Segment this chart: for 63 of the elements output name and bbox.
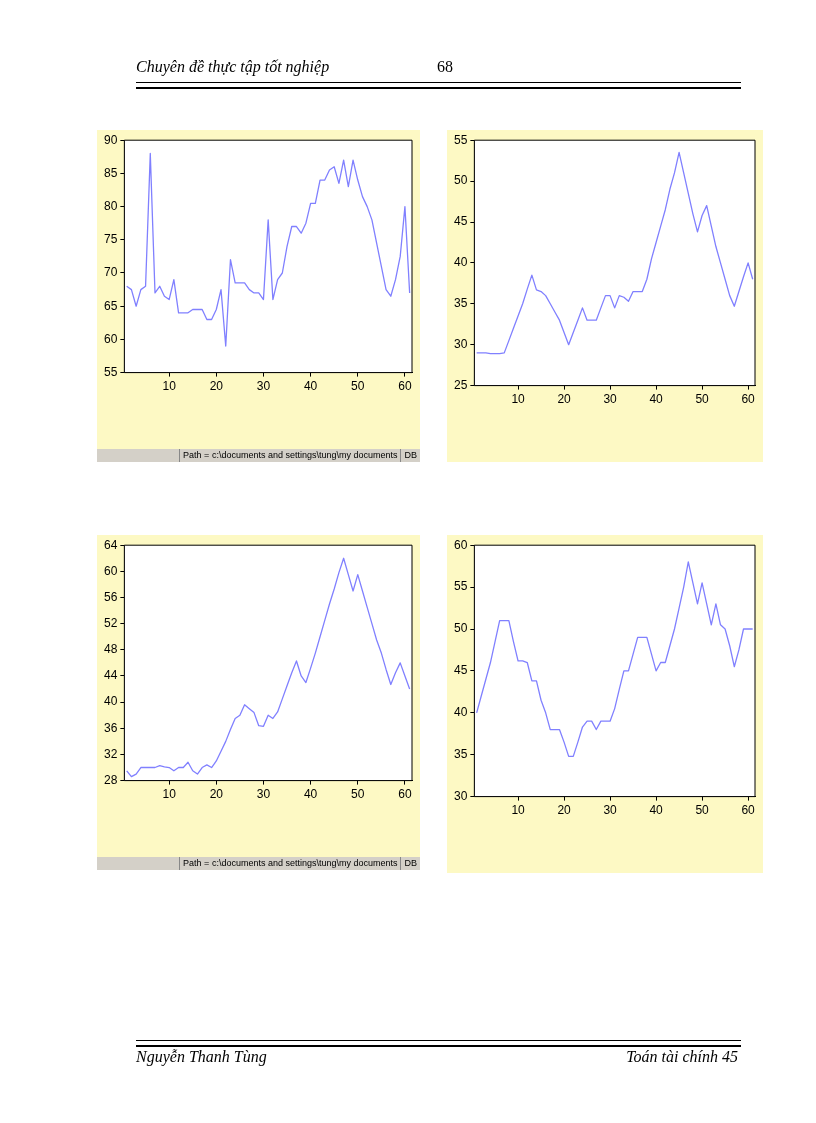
x-tick-label: 20 (209, 787, 224, 802)
x-tick-label: 10 (162, 787, 177, 802)
y-tick-label: 64 (103, 537, 118, 552)
x-tick-label: 40 (649, 803, 664, 818)
y-tick-label: 48 (103, 642, 118, 657)
y-tick-label: 55 (453, 132, 468, 147)
y-tick-label: 40 (453, 255, 468, 270)
y-tick-label: 35 (453, 747, 468, 762)
text: 68 (437, 58, 453, 76)
y-tick-label: 70 (103, 265, 118, 280)
y-tick-label: 80 (103, 198, 118, 213)
y-tick-label: 75 (103, 232, 118, 247)
y-tick-label: 45 (453, 663, 468, 678)
y-tick-label: 55 (453, 579, 468, 594)
x-tick-label: 20 (209, 379, 224, 394)
y-tick-label: 60 (103, 563, 118, 578)
y-tick-label: 28 (103, 772, 118, 787)
x-tick-label: 30 (256, 787, 271, 802)
y-tick-label: 44 (103, 668, 118, 683)
x-tick-label: 40 (649, 392, 664, 407)
x-tick-label: 50 (695, 392, 710, 407)
y-tick-label: 35 (453, 296, 468, 311)
x-tick-label: 50 (351, 787, 365, 802)
y-tick-label: 36 (103, 720, 118, 735)
x-tick-label: 60 (398, 379, 412, 394)
x-tick-label: 30 (256, 379, 271, 394)
x-tick-label: 60 (741, 803, 756, 818)
x-tick-label: 40 (303, 379, 318, 394)
y-tick-label: 55 (103, 364, 118, 379)
y-tick-label: 56 (103, 589, 118, 604)
y-tick-label: 50 (453, 621, 468, 636)
y-tick-label: 40 (453, 705, 468, 720)
y-tick-label: 40 (103, 694, 118, 709)
x-tick-label: 10 (511, 392, 526, 407)
x-tick-label: 10 (162, 379, 177, 394)
y-tick-label: 60 (103, 331, 118, 346)
text: Toán tài chính 45 (626, 1048, 738, 1066)
x-tick-label: 20 (557, 392, 572, 407)
y-tick-label: 25 (453, 377, 468, 392)
y-tick-label: 60 (453, 537, 468, 552)
x-tick-label: 60 (398, 787, 412, 802)
x-tick-label: 50 (351, 379, 365, 394)
x-tick-label: 10 (511, 803, 526, 818)
y-tick-label: 52 (103, 615, 118, 630)
text: Chuyên đề thực tập tốt nghiệp (136, 58, 330, 76)
y-tick-label: 50 (453, 173, 468, 188)
text: Path = c:\documents and settings\tung\my documents (179, 449, 401, 462)
x-tick-label: 40 (303, 787, 318, 802)
text: Nguyễn Thanh Tùng (136, 1048, 267, 1066)
y-tick-label: 32 (103, 746, 118, 761)
x-tick-label: 20 (557, 803, 572, 818)
x-tick-label: 50 (695, 803, 710, 818)
x-tick-label: 60 (741, 392, 756, 407)
text: DB (400, 857, 420, 870)
x-tick-label: 30 (603, 803, 618, 818)
x-tick-label: 30 (603, 392, 618, 407)
y-tick-label: 45 (453, 214, 468, 229)
y-tick-label: 90 (103, 132, 118, 147)
text: DB (400, 449, 420, 462)
text: Path = c:\documents and settings\tung\my documents (179, 857, 401, 870)
y-tick-label: 85 (103, 165, 118, 180)
y-tick-label: 65 (103, 298, 118, 313)
y-tick-label: 30 (453, 337, 468, 352)
